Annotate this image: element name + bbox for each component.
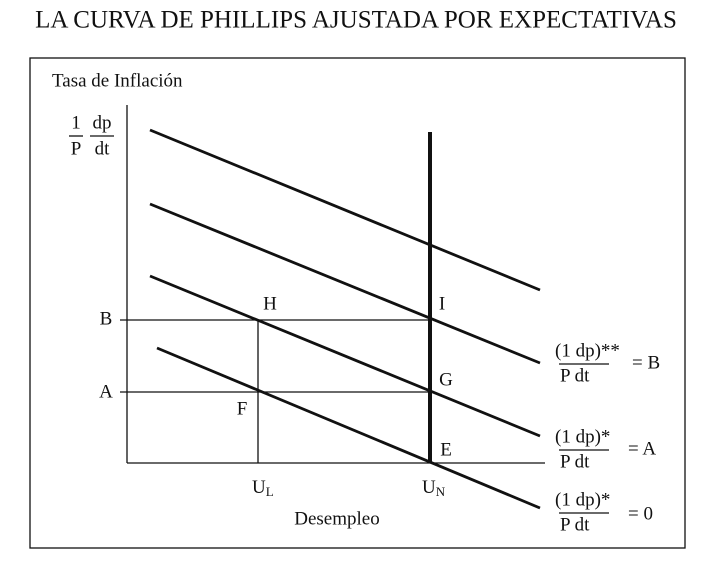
curve-rhs: = 0	[628, 503, 653, 524]
curve-num: (1 dp)**	[555, 340, 620, 361]
main: U	[422, 477, 436, 498]
point-label: I	[439, 293, 445, 314]
y-axis-label: Tasa de Inflación	[52, 70, 183, 91]
phillips-curve	[149, 202, 541, 365]
y-frac: 1	[71, 112, 81, 133]
point-label: G	[439, 369, 453, 390]
curve-num: (1 dp)*	[555, 426, 610, 447]
title: LA CURVA DE PHILLIPS AJUSTADA POR EXPECT…	[35, 7, 677, 34]
x-tick-label: UL	[252, 477, 274, 499]
curve-rhs: = B	[632, 352, 660, 373]
curve-num: (1 dp)*	[555, 489, 610, 510]
point-label: H	[263, 293, 277, 314]
phillips-curve	[149, 274, 541, 438]
curve-den: P dt	[560, 451, 590, 472]
curve-den: P dt	[560, 365, 590, 386]
level-label: B	[100, 308, 113, 329]
y-frac: dt	[95, 138, 111, 159]
frame	[29, 57, 686, 549]
curve-rhs: = A	[628, 438, 656, 459]
phillips-curve	[156, 346, 541, 510]
phillips-curve	[149, 128, 541, 292]
sub: N	[436, 484, 446, 499]
y-frac: dp	[93, 112, 112, 133]
sub: L	[266, 484, 274, 499]
curve-den: P dt	[560, 514, 590, 535]
level-label: A	[99, 381, 113, 402]
x-axis-label: Desempleo	[294, 508, 379, 529]
main: U	[252, 477, 266, 498]
point-label: F	[237, 398, 248, 419]
x-tick-label: UN	[422, 477, 446, 499]
point-label: E	[440, 439, 452, 460]
y-frac: P	[71, 138, 82, 159]
